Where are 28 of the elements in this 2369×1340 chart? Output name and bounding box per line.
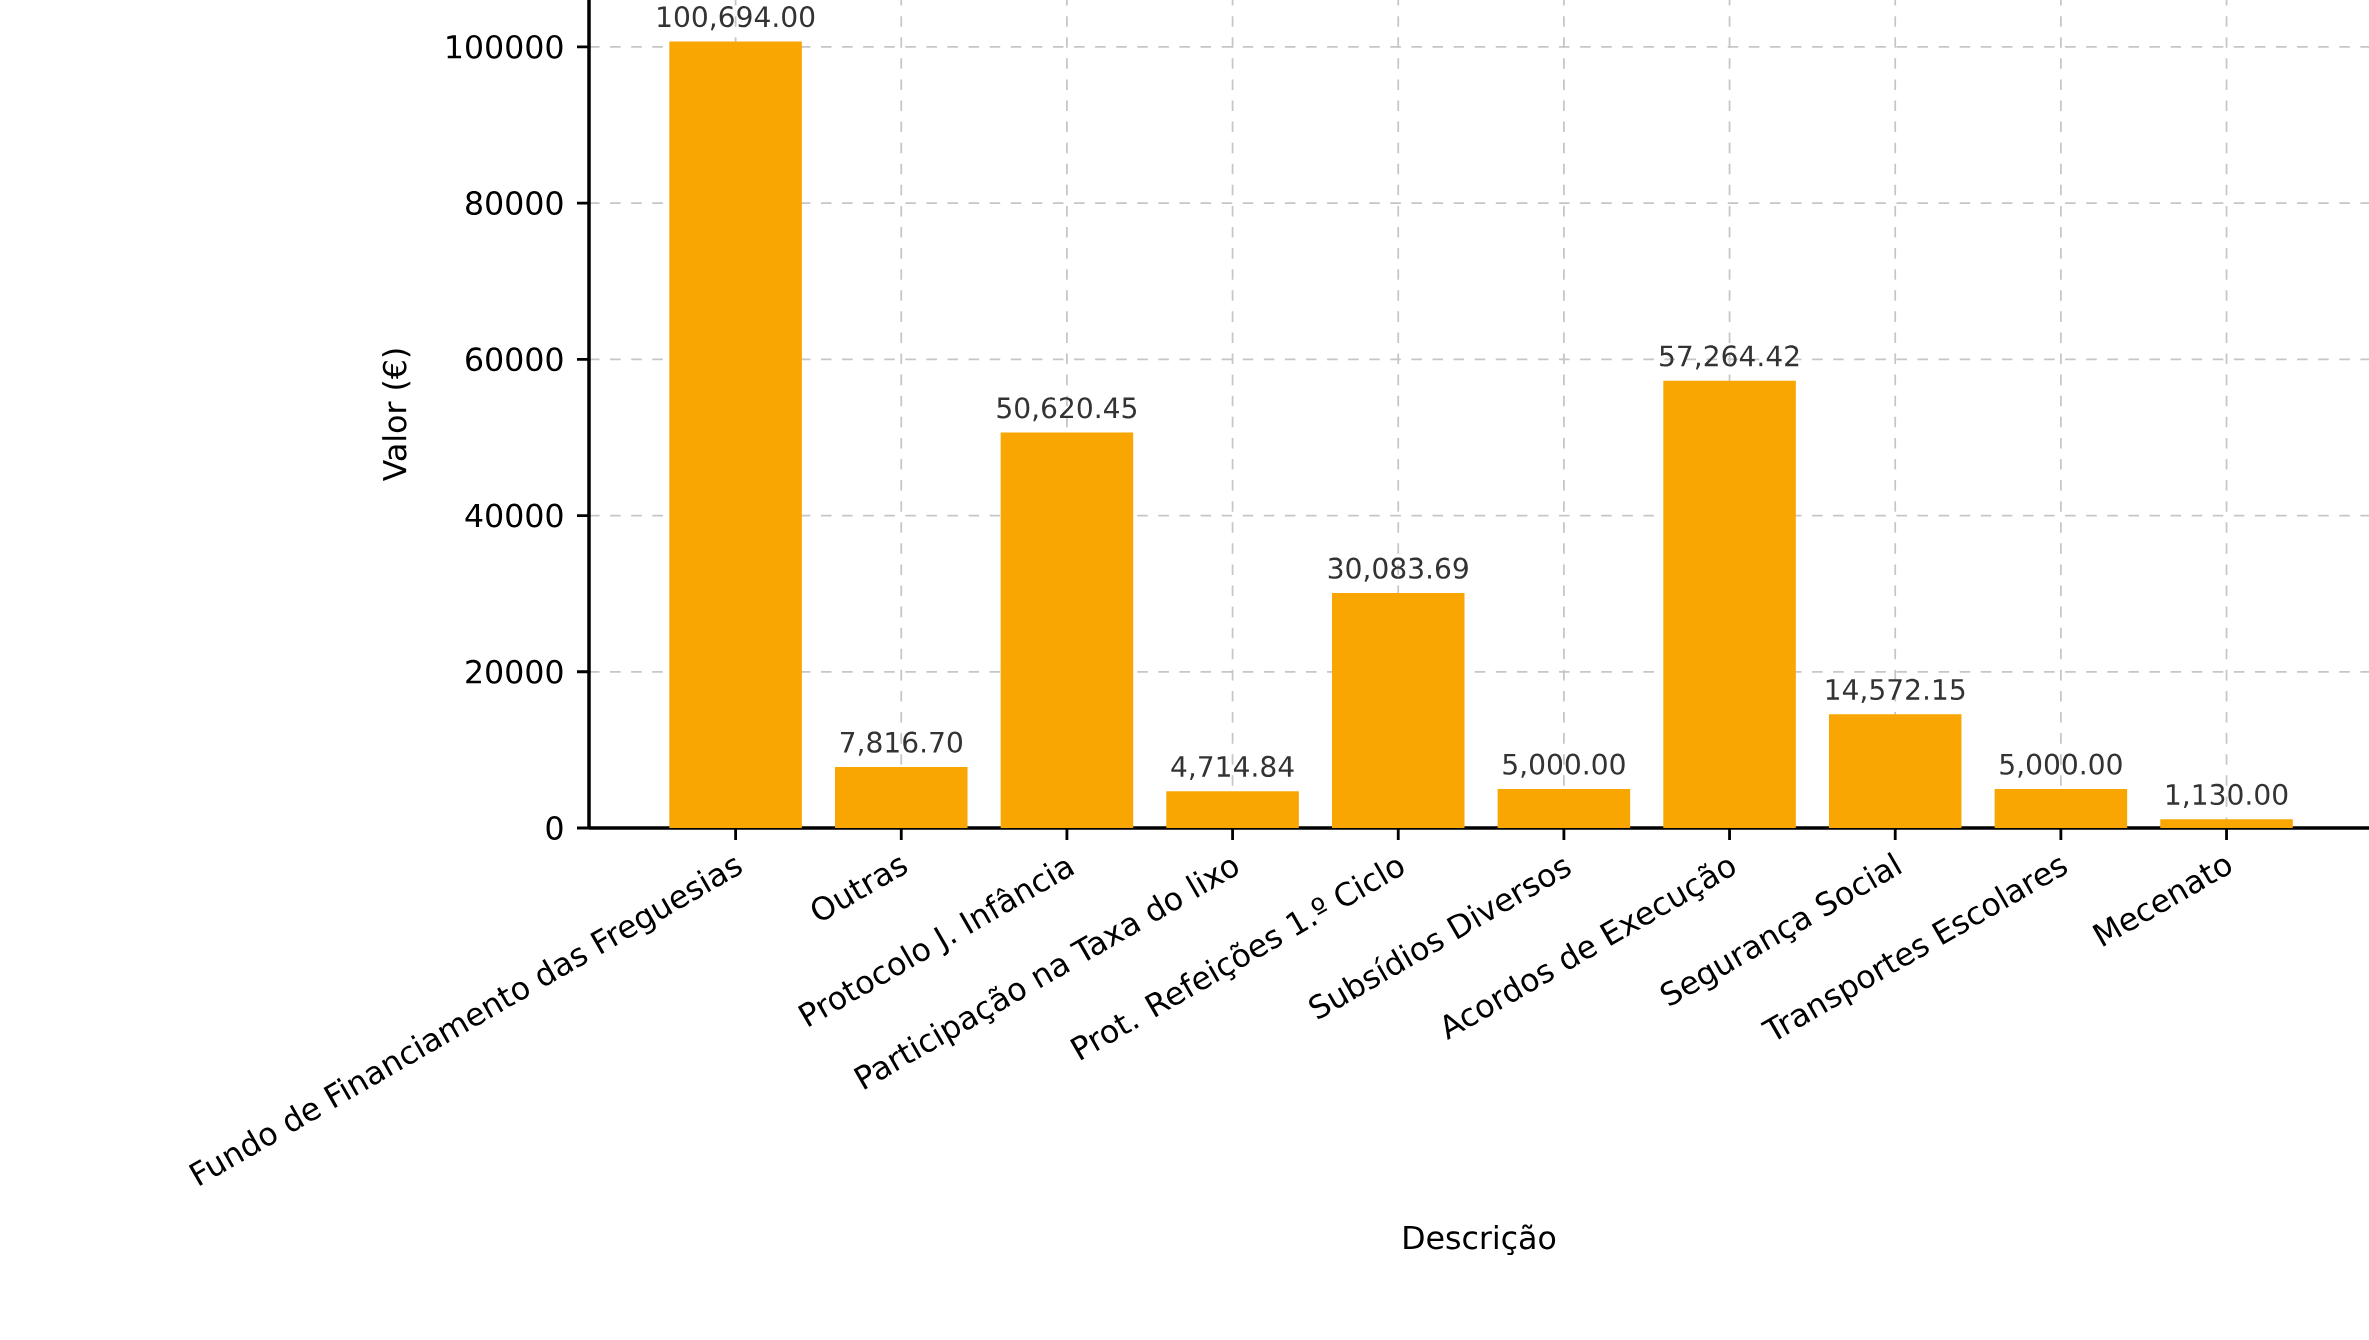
y-tick-label: 40000 — [465, 503, 563, 528]
data-label: 57,264.42 — [1660, 345, 1799, 370]
data-label: 1,130.00 — [2167, 783, 2288, 808]
x-axis-title: Descrição — [1404, 1224, 1556, 1256]
bar — [1994, 788, 2128, 828]
bar — [1166, 791, 1299, 828]
data-label: 5,000.00 — [1503, 753, 1625, 778]
y-axis-title: Valor (€) — [382, 349, 411, 482]
y-tick-label: 100000 — [447, 34, 563, 59]
bar — [1331, 593, 1465, 828]
y-tick-label: 60000 — [466, 347, 563, 372]
bar — [834, 766, 968, 828]
data-label: 100,694.00 — [658, 6, 815, 31]
y-tick-label: 0 — [546, 816, 563, 840]
bar — [2160, 819, 2293, 828]
bar — [1828, 714, 1962, 828]
y-tick-label: 20000 — [466, 659, 563, 684]
data-label: 50,620.45 — [997, 397, 1136, 422]
bar — [669, 41, 802, 828]
data-label: 7,816.70 — [840, 731, 962, 756]
bar — [1663, 380, 1796, 828]
data-label: 5,000.00 — [2000, 753, 2122, 778]
bar — [1497, 788, 1631, 828]
bar — [1000, 432, 1134, 828]
y-tick-label: 80000 — [466, 191, 563, 216]
data-label: 14,572.15 — [1826, 678, 1965, 703]
data-label: 30,083.69 — [1328, 557, 1468, 582]
data-label: 4,714.84 — [1171, 755, 1294, 780]
